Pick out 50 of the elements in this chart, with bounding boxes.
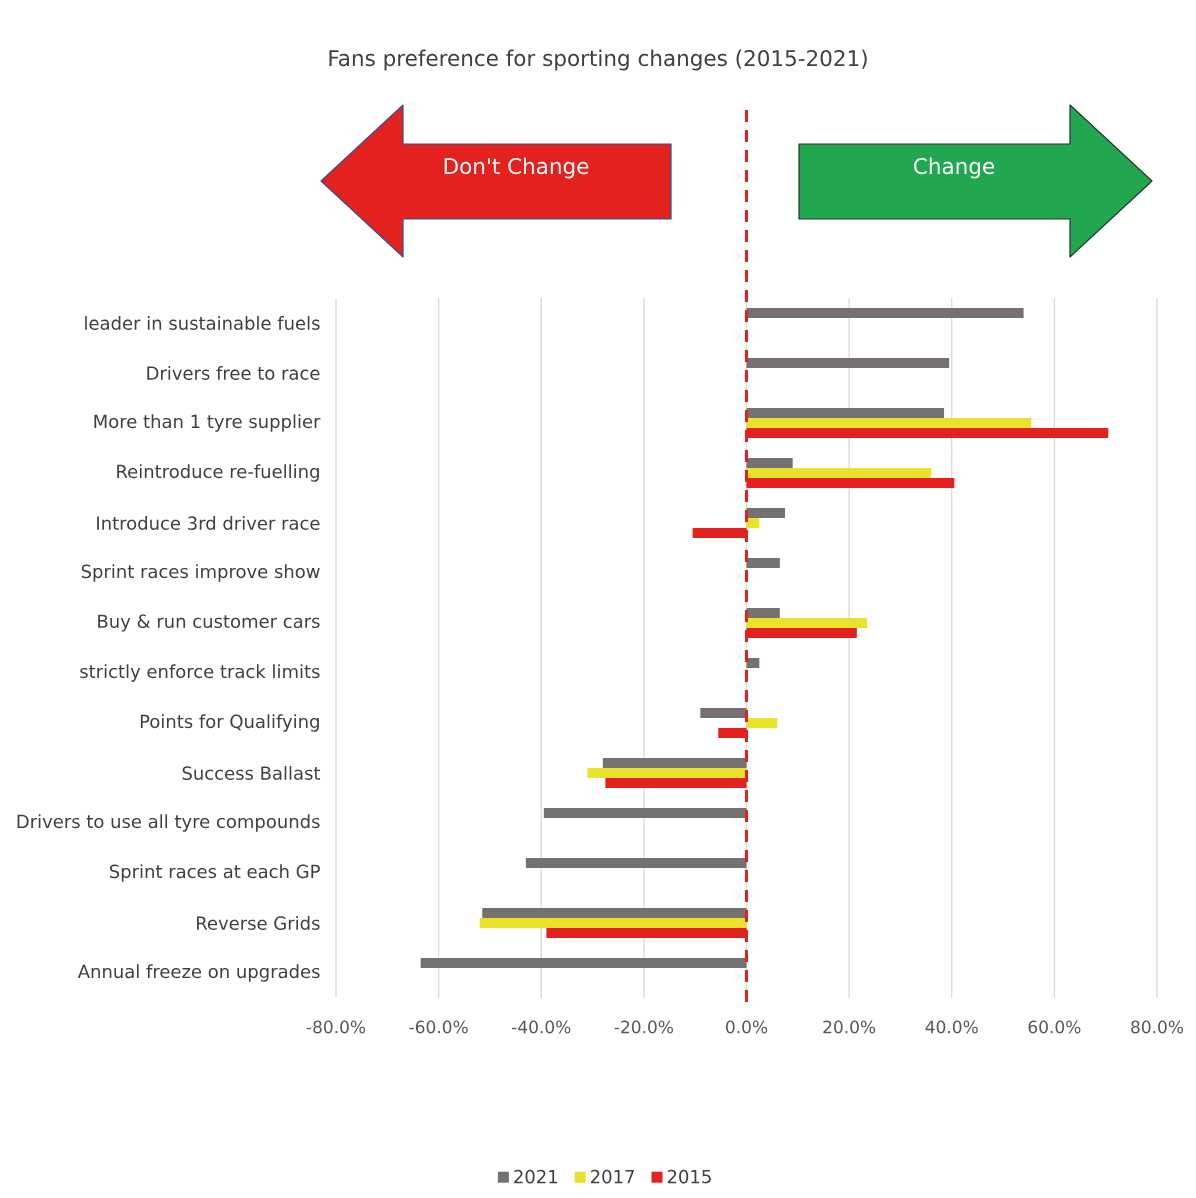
bar	[746, 658, 760, 668]
bar	[746, 718, 778, 728]
x-tick-label: -40.0%	[512, 1020, 571, 1034]
bar	[479, 918, 747, 928]
bar	[746, 308, 1024, 318]
x-tick-label: -20.0%	[614, 1020, 673, 1034]
x-tick-label: 80.0%	[1131, 1020, 1184, 1034]
bar	[746, 508, 785, 518]
y-tick-label: Buy & run customer cars	[98, 614, 320, 632]
y-tick-label: strictly enforce track limits	[80, 664, 320, 682]
y-tick-label: Points for Qualifying	[140, 714, 319, 732]
y-tick-label: Annual freeze on upgrades	[77, 964, 320, 982]
y-tick-label: Drivers free to race	[147, 366, 320, 380]
bar	[482, 908, 747, 919]
text: Don't Change	[444, 157, 589, 179]
x-tick-label: 20.0%	[823, 1020, 876, 1034]
y-tick-label: Sprint races at each GP	[109, 864, 320, 882]
y-tick-label: Sprint races improve show	[81, 564, 320, 582]
y-tick-label: leader in sustainable fuels	[85, 316, 320, 330]
x-tick-label: 40.0%	[925, 1020, 978, 1034]
bar	[525, 858, 747, 869]
bar	[543, 808, 747, 818]
bar	[746, 358, 950, 368]
x-tick-label: -80.0%	[306, 1020, 366, 1034]
y-tick-label: More than 1 tyre supplier	[94, 414, 321, 432]
x-tick-label: -60.0%	[409, 1020, 468, 1034]
bar	[746, 518, 760, 528]
bar	[746, 468, 932, 478]
bar	[746, 418, 1032, 428]
y-tick-label: Introduce 3rd driver race	[97, 516, 320, 530]
y-tick-label: Drivers to use all tyre compounds	[17, 814, 320, 832]
legend-label: 2017	[591, 1169, 634, 1184]
bar	[587, 768, 747, 778]
x-tick-label: 60.0%	[1028, 1020, 1081, 1034]
bar	[746, 408, 945, 418]
y-tick-label: Reintroduce re-fuelling	[117, 464, 319, 482]
bar	[420, 958, 747, 969]
chart-title: Fans preference for sporting changes (2015-2021)	[329, 49, 867, 71]
bar	[746, 618, 868, 628]
legend-label: 2021	[514, 1169, 558, 1184]
bar	[746, 608, 780, 618]
x-tick-label: 0.0%	[726, 1020, 768, 1034]
y-tick-label: Reverse Grids	[197, 916, 320, 930]
bar	[746, 558, 780, 568]
bar	[746, 458, 793, 468]
y-tick-label: Success Ballast	[182, 766, 321, 780]
bar	[602, 758, 747, 768]
bar	[700, 708, 747, 718]
legend-label: 2015	[667, 1169, 711, 1184]
text: Change	[914, 157, 995, 179]
